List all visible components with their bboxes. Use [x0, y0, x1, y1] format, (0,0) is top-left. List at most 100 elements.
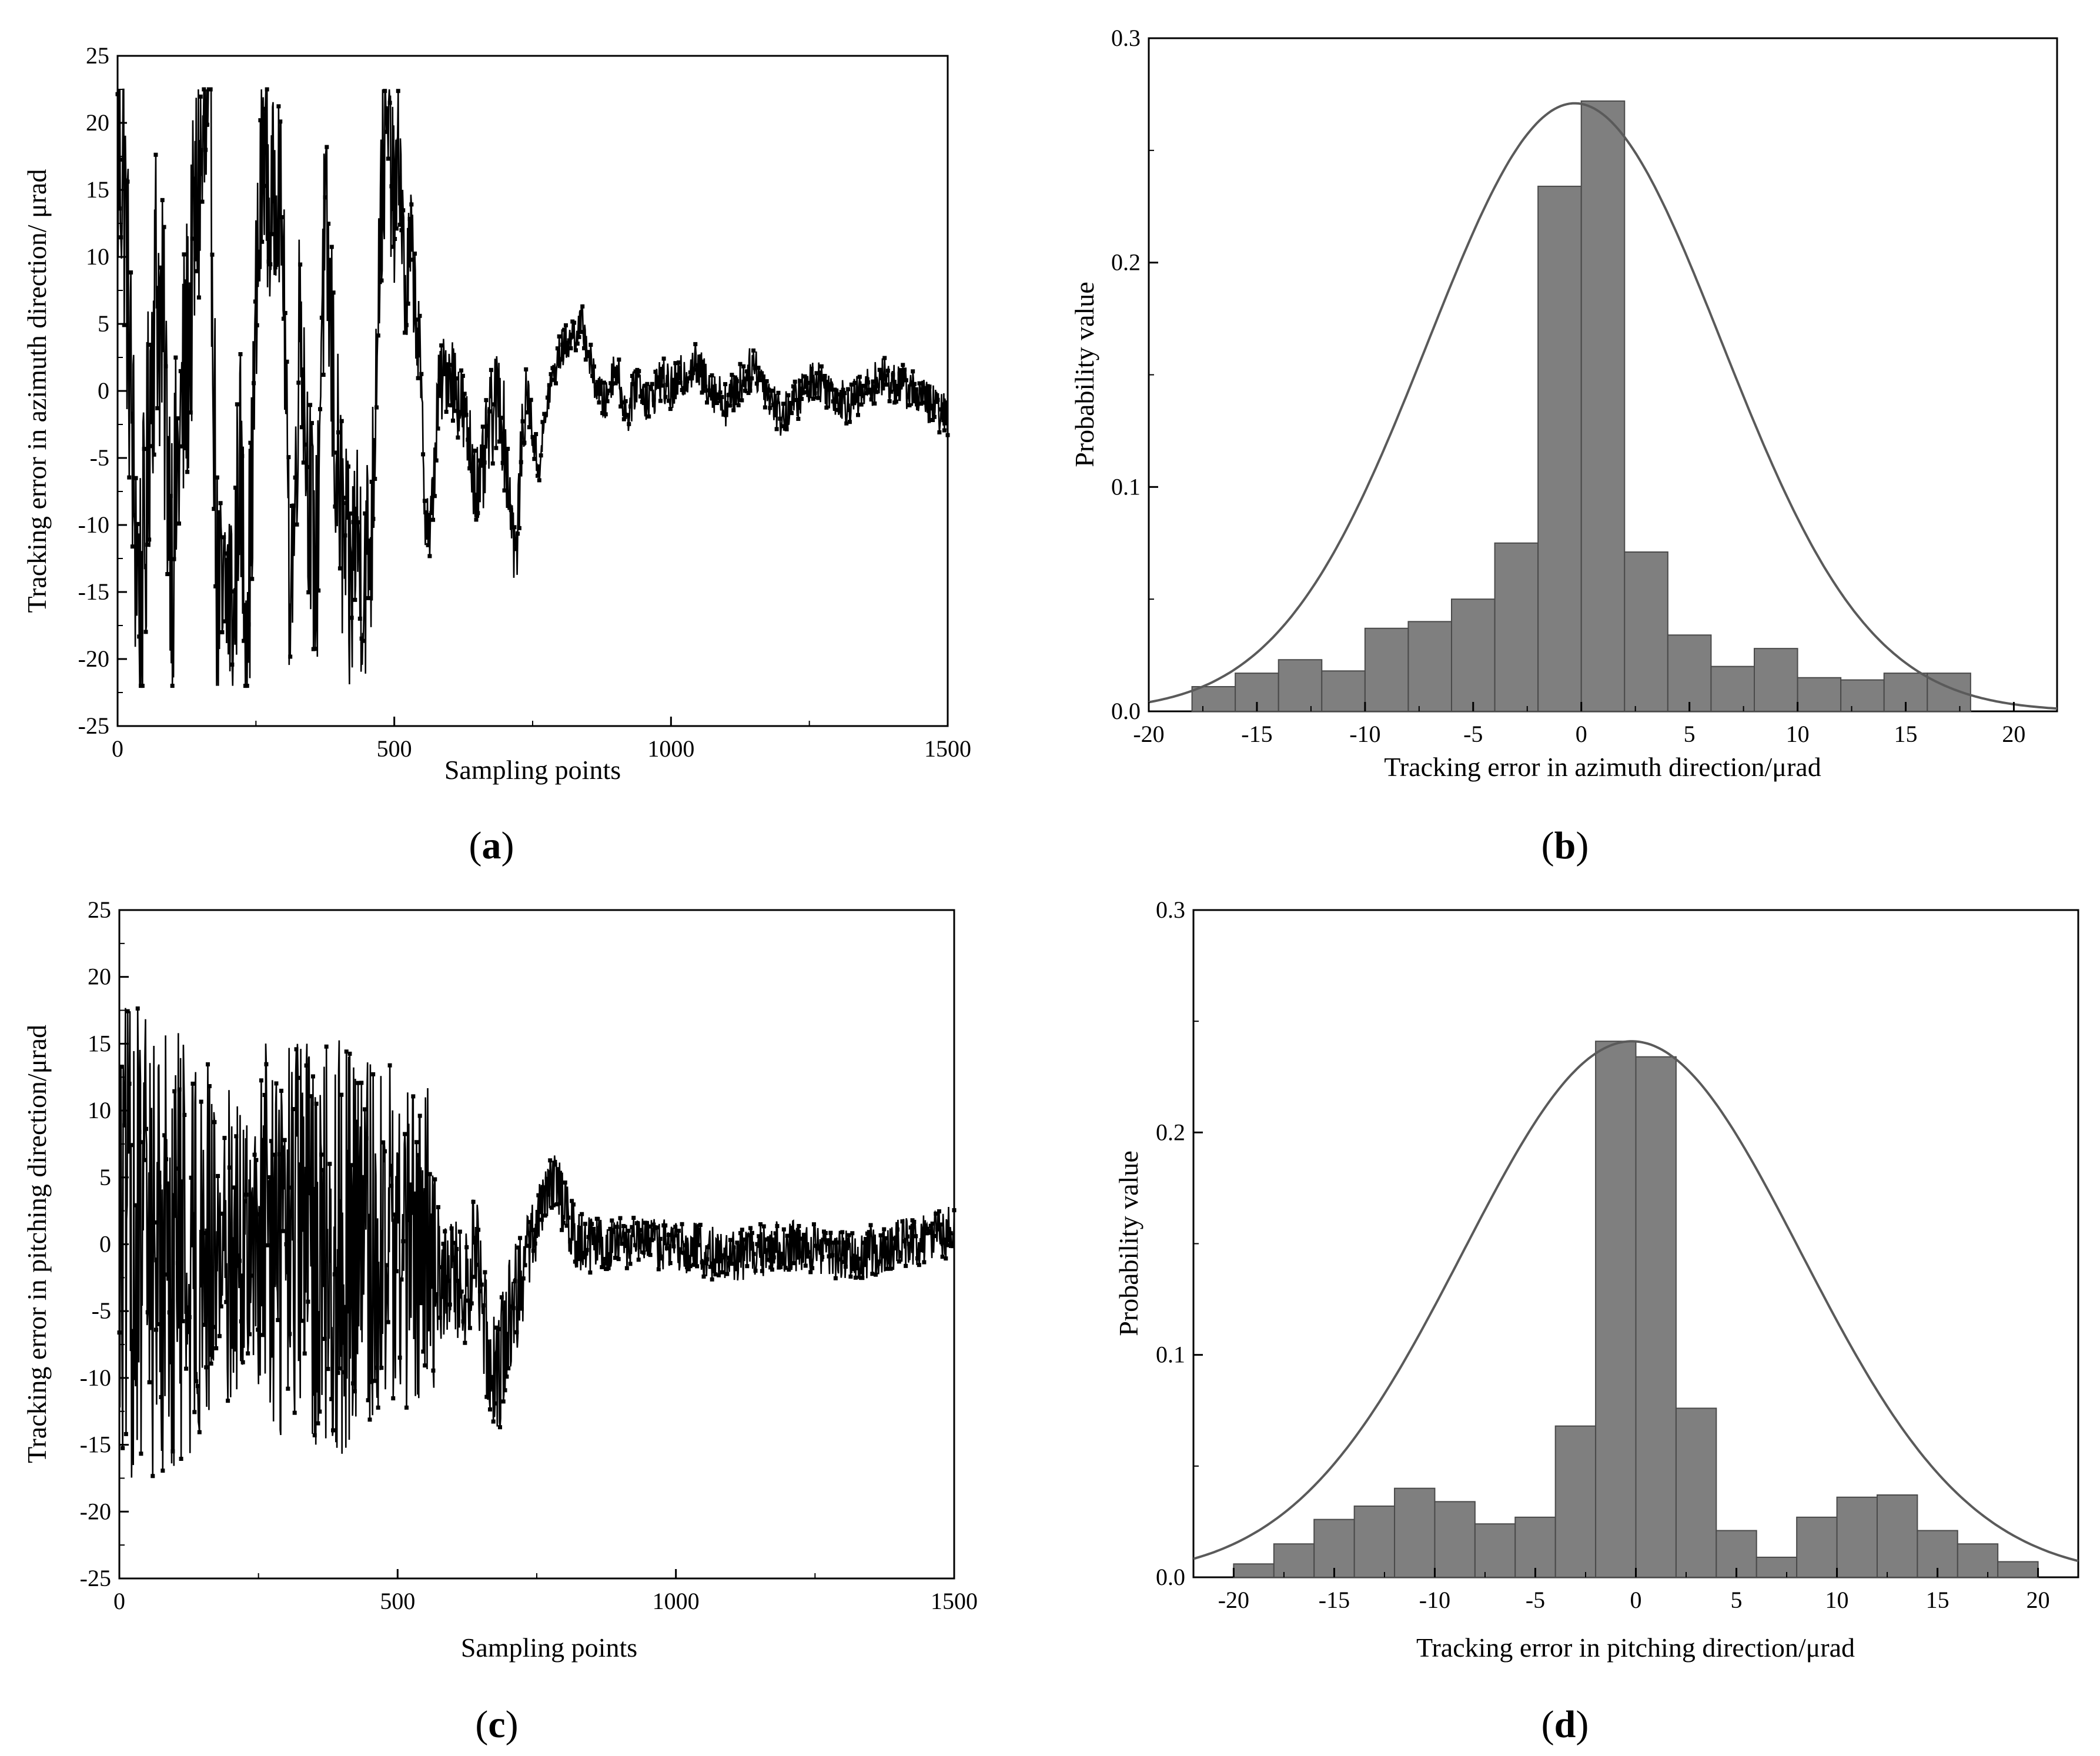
data-point	[728, 403, 733, 408]
data-point	[728, 1237, 733, 1242]
data-point	[907, 403, 912, 407]
data-point	[404, 323, 409, 327]
data-point	[887, 399, 892, 404]
x-tick-label: 1000	[647, 735, 694, 762]
data-point	[206, 1062, 210, 1066]
data-point	[705, 1257, 710, 1262]
data-point	[927, 1229, 931, 1233]
data-point	[123, 1431, 128, 1436]
data-point	[715, 1259, 720, 1264]
data-point	[256, 1327, 260, 1332]
histogram-bar	[1595, 1041, 1637, 1578]
data-point	[225, 551, 229, 556]
data-point	[711, 384, 716, 389]
data-point	[193, 257, 198, 262]
data-point	[394, 1269, 399, 1273]
data-point	[278, 119, 283, 124]
data-point	[648, 1253, 653, 1257]
data-point	[945, 1243, 950, 1247]
data-point	[806, 393, 811, 397]
data-point	[407, 216, 412, 221]
histogram-bar	[1957, 1543, 1999, 1578]
data-point	[673, 361, 678, 366]
data-point	[389, 1183, 394, 1188]
data-point	[809, 366, 814, 371]
data-point	[529, 397, 533, 402]
data-point	[836, 407, 841, 412]
data-point	[820, 1255, 825, 1259]
data-point	[854, 399, 859, 403]
x-tick-label: -15	[1319, 1587, 1350, 1613]
data-point	[345, 501, 349, 506]
data-point	[816, 396, 821, 400]
data-point	[781, 402, 785, 406]
data-point	[189, 1175, 193, 1180]
data-point	[326, 1367, 330, 1372]
data-point	[449, 1226, 454, 1231]
data-point	[611, 1229, 616, 1234]
data-point	[160, 1469, 165, 1473]
data-point	[862, 1240, 867, 1245]
data-point	[580, 304, 585, 309]
data-point	[449, 403, 454, 407]
data-point	[483, 1270, 487, 1275]
data-point	[683, 1243, 688, 1247]
data-point	[262, 1093, 267, 1098]
data-point	[120, 157, 125, 162]
data-point	[558, 1201, 563, 1206]
data-point	[344, 1049, 349, 1054]
data-point	[751, 1252, 756, 1256]
histogram-bar	[1675, 1407, 1717, 1578]
data-point	[365, 550, 369, 555]
data-point	[641, 1250, 646, 1255]
data-point	[837, 1240, 841, 1245]
data-point	[773, 413, 777, 417]
data-point	[391, 1396, 396, 1401]
data-point	[252, 381, 256, 386]
y-axis-label: Probability value	[1113, 1150, 1143, 1336]
y-tick-label: 15	[88, 1030, 111, 1056]
data-point	[434, 1292, 439, 1296]
data-point	[945, 433, 950, 437]
data-point	[280, 1229, 285, 1233]
data-point	[799, 397, 804, 402]
data-point	[285, 359, 289, 364]
data-point	[249, 1273, 253, 1278]
data-point	[573, 1259, 577, 1264]
data-point	[671, 389, 676, 394]
data-point	[308, 403, 313, 407]
data-point	[288, 654, 293, 659]
data-point	[536, 1193, 541, 1198]
data-point	[600, 1265, 604, 1270]
data-point	[457, 410, 462, 414]
data-point	[509, 508, 513, 513]
data-point	[267, 1175, 272, 1180]
data-point	[296, 380, 301, 385]
data-point	[310, 1074, 315, 1079]
data-point	[574, 1252, 579, 1257]
data-point	[891, 372, 895, 377]
data-point	[500, 460, 505, 465]
data-point	[533, 1241, 537, 1246]
data-point	[778, 1265, 783, 1269]
data-point	[341, 496, 346, 500]
y-tick-label: -5	[92, 1297, 111, 1324]
data-point	[177, 1087, 182, 1092]
data-point	[847, 420, 852, 424]
data-point	[804, 390, 809, 394]
data-point	[115, 92, 120, 96]
data-point	[524, 1243, 529, 1248]
data-point	[459, 1289, 464, 1294]
data-point	[361, 1175, 366, 1179]
data-point	[696, 1243, 701, 1247]
data-point	[401, 1239, 406, 1243]
data-point	[824, 405, 829, 410]
data-point	[755, 1242, 760, 1246]
data-point	[403, 1132, 407, 1136]
data-point	[745, 1264, 750, 1269]
data-point	[595, 380, 600, 384]
data-point	[213, 584, 218, 588]
data-point	[650, 1238, 654, 1243]
data-point	[690, 1252, 694, 1257]
data-point	[670, 1234, 674, 1239]
